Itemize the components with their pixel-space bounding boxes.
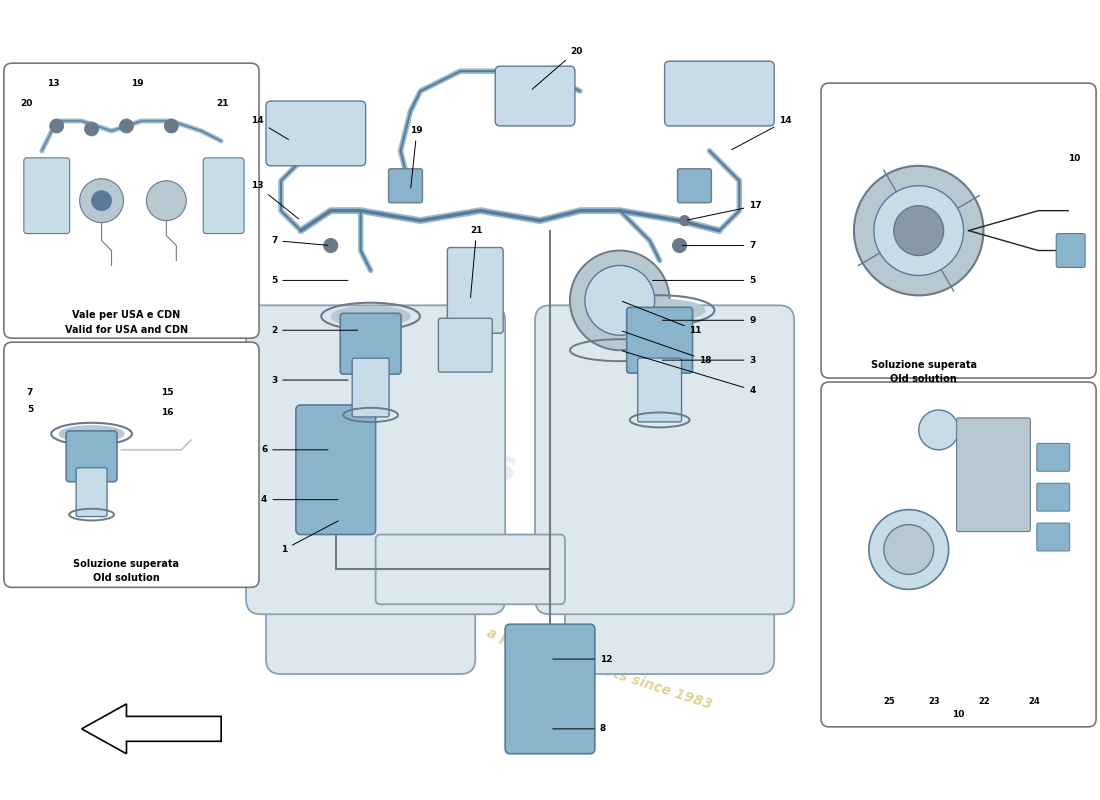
FancyBboxPatch shape <box>957 418 1031 531</box>
FancyBboxPatch shape <box>4 63 258 338</box>
Circle shape <box>323 238 338 253</box>
FancyBboxPatch shape <box>1037 523 1069 551</box>
Text: 6: 6 <box>261 446 328 454</box>
FancyBboxPatch shape <box>448 247 503 334</box>
Circle shape <box>680 216 690 226</box>
Circle shape <box>85 122 99 136</box>
FancyBboxPatch shape <box>439 318 492 372</box>
Text: 19: 19 <box>410 126 424 188</box>
FancyBboxPatch shape <box>678 169 712 202</box>
Text: 8: 8 <box>553 724 606 734</box>
FancyBboxPatch shape <box>638 358 682 422</box>
FancyBboxPatch shape <box>24 158 69 234</box>
FancyBboxPatch shape <box>375 534 565 604</box>
Text: 21: 21 <box>217 99 229 108</box>
Text: 9: 9 <box>662 316 756 325</box>
Text: 7: 7 <box>271 236 328 246</box>
Ellipse shape <box>585 266 654 335</box>
Text: 12: 12 <box>553 654 613 663</box>
FancyBboxPatch shape <box>821 382 1096 727</box>
FancyArrow shape <box>81 704 221 754</box>
Text: 7: 7 <box>26 388 33 397</box>
FancyBboxPatch shape <box>535 306 794 614</box>
FancyBboxPatch shape <box>204 158 244 234</box>
FancyBboxPatch shape <box>627 307 693 373</box>
Text: 3: 3 <box>662 356 756 365</box>
FancyBboxPatch shape <box>266 101 365 166</box>
FancyBboxPatch shape <box>664 61 774 126</box>
Text: Soluzione superata: Soluzione superata <box>871 360 977 370</box>
Text: Valid for USA and CDN: Valid for USA and CDN <box>65 326 188 335</box>
Text: Vale per USA e CDN: Vale per USA e CDN <box>73 310 180 320</box>
Ellipse shape <box>854 166 983 295</box>
Circle shape <box>146 181 186 221</box>
Text: 23: 23 <box>928 697 940 706</box>
Text: 24: 24 <box>1028 697 1041 706</box>
Text: 13: 13 <box>251 182 299 219</box>
Text: 14: 14 <box>251 117 288 139</box>
FancyBboxPatch shape <box>352 358 389 417</box>
Circle shape <box>672 238 686 253</box>
FancyBboxPatch shape <box>296 405 375 534</box>
Ellipse shape <box>331 306 410 326</box>
Circle shape <box>91 190 111 210</box>
Text: 20: 20 <box>20 99 32 108</box>
FancyBboxPatch shape <box>388 169 422 202</box>
Text: 2: 2 <box>271 326 358 334</box>
Text: Old solution: Old solution <box>890 374 957 384</box>
Ellipse shape <box>570 250 670 350</box>
Text: a passion for parts since 1983: a passion for parts since 1983 <box>485 626 714 712</box>
Circle shape <box>164 119 178 133</box>
FancyBboxPatch shape <box>821 83 1096 378</box>
Text: 16: 16 <box>162 408 174 417</box>
FancyBboxPatch shape <box>66 431 117 482</box>
FancyBboxPatch shape <box>1056 234 1085 267</box>
Text: 13: 13 <box>47 79 59 88</box>
Text: 5: 5 <box>271 276 348 285</box>
FancyBboxPatch shape <box>1037 483 1069 511</box>
Text: 15: 15 <box>162 388 174 397</box>
Text: 19: 19 <box>132 79 144 88</box>
Ellipse shape <box>918 410 958 450</box>
Text: 10: 10 <box>1068 154 1080 163</box>
Text: Old solution: Old solution <box>94 574 160 583</box>
Text: 7: 7 <box>682 241 756 250</box>
Ellipse shape <box>873 186 964 275</box>
Text: 10: 10 <box>953 710 965 719</box>
Text: 22: 22 <box>979 697 990 706</box>
Text: 20: 20 <box>532 46 582 90</box>
FancyBboxPatch shape <box>266 565 475 674</box>
FancyBboxPatch shape <box>340 314 402 374</box>
FancyBboxPatch shape <box>4 342 258 587</box>
FancyBboxPatch shape <box>76 468 107 517</box>
Circle shape <box>79 178 123 222</box>
FancyBboxPatch shape <box>1037 443 1069 471</box>
FancyBboxPatch shape <box>495 66 575 126</box>
FancyBboxPatch shape <box>565 565 774 674</box>
Text: 14: 14 <box>732 117 792 150</box>
Text: eurparts: eurparts <box>318 389 522 491</box>
Ellipse shape <box>883 525 934 574</box>
Text: 11: 11 <box>623 302 702 334</box>
Text: 3: 3 <box>271 375 348 385</box>
Text: 5: 5 <box>26 405 33 414</box>
Text: 4: 4 <box>623 351 756 394</box>
Ellipse shape <box>894 206 944 255</box>
Text: 17: 17 <box>688 201 762 220</box>
FancyBboxPatch shape <box>246 306 505 614</box>
Text: 4: 4 <box>261 495 338 504</box>
Text: 21: 21 <box>471 226 483 298</box>
Ellipse shape <box>59 426 124 442</box>
Text: 1: 1 <box>280 521 339 554</box>
Text: 5: 5 <box>652 276 756 285</box>
Ellipse shape <box>615 299 705 322</box>
Ellipse shape <box>869 510 948 590</box>
FancyBboxPatch shape <box>505 624 595 754</box>
Circle shape <box>120 119 133 133</box>
Circle shape <box>50 119 64 133</box>
Text: 25: 25 <box>883 697 895 706</box>
Text: Soluzione superata: Soluzione superata <box>74 559 179 570</box>
Text: 18: 18 <box>623 331 712 365</box>
